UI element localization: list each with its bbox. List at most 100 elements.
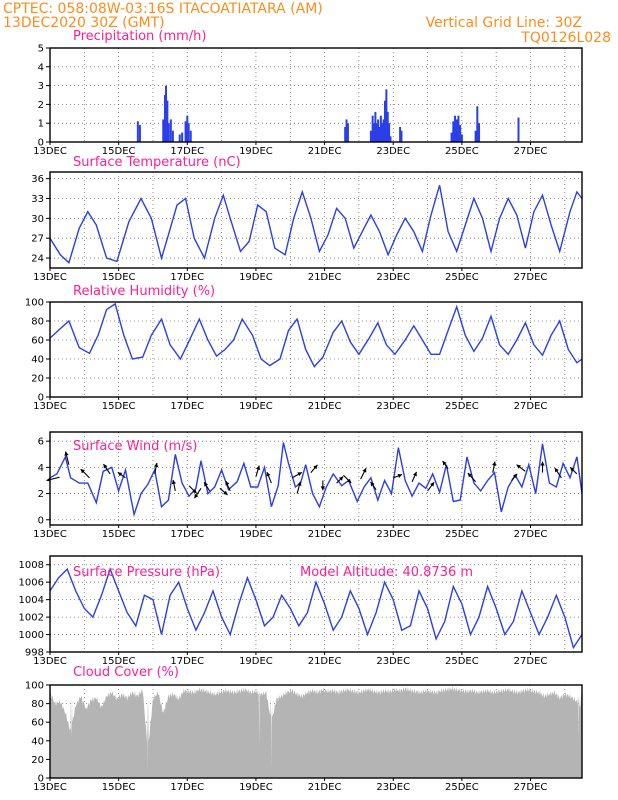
- rh-xtick-label: 13DEC: [33, 401, 67, 412]
- wind-arrow-head: [346, 478, 352, 483]
- precip-bar: [474, 130, 477, 142]
- wind-arrow-head: [320, 486, 326, 491]
- precip-bar: [167, 123, 170, 142]
- pres-xtick-label: 13DEC: [33, 656, 67, 667]
- wind-arrow-head: [442, 460, 447, 466]
- wind-series-line: [49, 442, 583, 518]
- precip-bar: [377, 119, 380, 142]
- temp-ytick-label: 36: [31, 174, 44, 185]
- pres-xtick-label: 23DEC: [376, 656, 410, 667]
- wind-xtick-label: 17DEC: [170, 529, 204, 540]
- cloud-panel-title: Cloud Cover (%): [73, 665, 179, 680]
- wind-arrow-head: [297, 481, 302, 486]
- rh-series-line: [49, 302, 583, 368]
- precip-bar: [375, 123, 378, 142]
- rh-xtick-label: 23DEC: [376, 401, 410, 412]
- cloud-ytick-label: 20: [31, 755, 44, 766]
- pres-xtick-label: 15DEC: [102, 656, 136, 667]
- pres-panel: 998 1000 1002 1004 1006 1008 13DEC 15DEC 17DEC 19…: [19, 555, 583, 667]
- precip-bar: [345, 119, 348, 142]
- precip-bar: [476, 106, 479, 142]
- cloud-xtick-label: 21DEC: [308, 782, 342, 793]
- wind-arrow-head: [492, 461, 497, 466]
- precip-xtick-label: 15DEC: [102, 146, 136, 157]
- precip-ytick-label: 5: [38, 44, 44, 55]
- wind-arrow-head: [430, 482, 435, 487]
- precip-bar: [379, 115, 382, 142]
- precip-panel-title: Precipitation (mm/h): [73, 29, 206, 44]
- precip-xtick-label: 23DEC: [376, 146, 410, 157]
- precip-bar: [455, 119, 458, 142]
- cloud-ytick-label: 0: [38, 774, 44, 785]
- header-grid-line: Vertical Grid Line: 30Z: [426, 15, 582, 31]
- precip-xtick-label: 25DEC: [445, 146, 479, 157]
- cloud-ytick-label: 40: [31, 736, 44, 747]
- wind-arrow-head: [192, 489, 197, 494]
- pres-ytick-label: 1004: [19, 595, 44, 606]
- panels-group: 0 1 2 3 4 5 13DEC 15DEC 17DEC 19DEC 21DEC 23DEC 25DE…: [19, 29, 583, 793]
- precip-bar: [452, 121, 455, 142]
- cloud-xtick-label: 25DEC: [445, 782, 479, 793]
- precip-bar: [184, 121, 187, 142]
- pres-xtick-label: 21DEC: [308, 656, 342, 667]
- temp-panel: 24 27 30 33 36 13DEC 15DEC 17DEC 19DEC 21DEC 23DEC…: [31, 155, 583, 283]
- wind-arrow-head: [266, 472, 271, 477]
- wind-arrow-head: [80, 469, 85, 474]
- wind-arrow-head: [153, 462, 159, 468]
- precip-bar: [450, 132, 453, 142]
- rh-xtick-label: 25DEC: [445, 401, 479, 412]
- pres-ytick-label: 1002: [19, 613, 44, 624]
- temp-ytick-label: 24: [31, 254, 44, 265]
- precip-bar: [460, 134, 463, 142]
- precip-bar: [383, 100, 386, 142]
- precip-bar: [457, 115, 460, 142]
- rh-xtick-label: 19DEC: [239, 401, 273, 412]
- wind-arrow-head: [338, 476, 344, 481]
- precip-panel: 0 1 2 3 4 5 13DEC 15DEC 17DEC 19DEC 21DEC 23DEC 25DE…: [33, 29, 583, 157]
- precip-bar: [138, 125, 141, 142]
- rh-xtick-label: 17DEC: [170, 401, 204, 412]
- model-altitude-label: Model Altitude: 40.8736 m: [300, 565, 473, 580]
- precip-bar: [478, 123, 481, 142]
- precip-bar: [382, 119, 385, 142]
- rh-ytick-label: 80: [31, 317, 44, 328]
- precip-bar: [381, 123, 384, 142]
- pres-panel-title: Surface Pressure (hPa): [73, 565, 220, 580]
- precip-bar: [373, 123, 376, 142]
- temp-ytick-label: 30: [31, 214, 44, 225]
- wind-xtick-label: 15DEC: [102, 529, 136, 540]
- precip-bar: [369, 130, 372, 142]
- precip-bar: [165, 85, 168, 142]
- precip-bar: [389, 136, 392, 142]
- cloud-xtick-label: 23DEC: [376, 782, 410, 793]
- cloud-ytick-label: 100: [25, 681, 44, 692]
- pres-ytick-label: 1008: [19, 560, 44, 571]
- precip-ytick-label: 3: [38, 81, 44, 92]
- wind-arrow-head: [397, 473, 403, 478]
- wind-xtick-label: 23DEC: [376, 529, 410, 540]
- precip-bar: [459, 125, 462, 142]
- wind-arrow-head: [412, 471, 417, 477]
- wind-ytick-label: 6: [38, 437, 44, 448]
- cloud-panel: 0 20 40 60 80 100 13DEC 15DEC 17DEC 19DEC 21DEC 23D…: [25, 665, 583, 793]
- wind-xtick-label: 27DEC: [514, 529, 548, 540]
- wind-arrow-head: [204, 482, 209, 487]
- temp-ytick-label: 33: [31, 194, 44, 205]
- temp-xtick-label: 19DEC: [239, 272, 273, 283]
- temp-xtick-label: 27DEC: [514, 272, 548, 283]
- pres-xtick-label: 17DEC: [170, 656, 204, 667]
- wind-arrow-head: [225, 481, 230, 486]
- wind-ytick-label: 2: [38, 489, 44, 500]
- precip-bar: [388, 123, 391, 142]
- precip-frame: [49, 47, 583, 143]
- precip-bar: [187, 123, 190, 142]
- header-model-code: TQ0126L028: [520, 30, 611, 46]
- rh-frame: [49, 301, 583, 398]
- rh-ytick-label: 100: [25, 298, 44, 309]
- precip-bar: [186, 115, 189, 142]
- rh-xtick-label: 21DEC: [308, 401, 342, 412]
- precip-bar: [385, 89, 388, 142]
- wind-arrow-head: [256, 465, 261, 470]
- cloud-cover-area: [50, 686, 582, 778]
- precip-bar: [162, 119, 165, 142]
